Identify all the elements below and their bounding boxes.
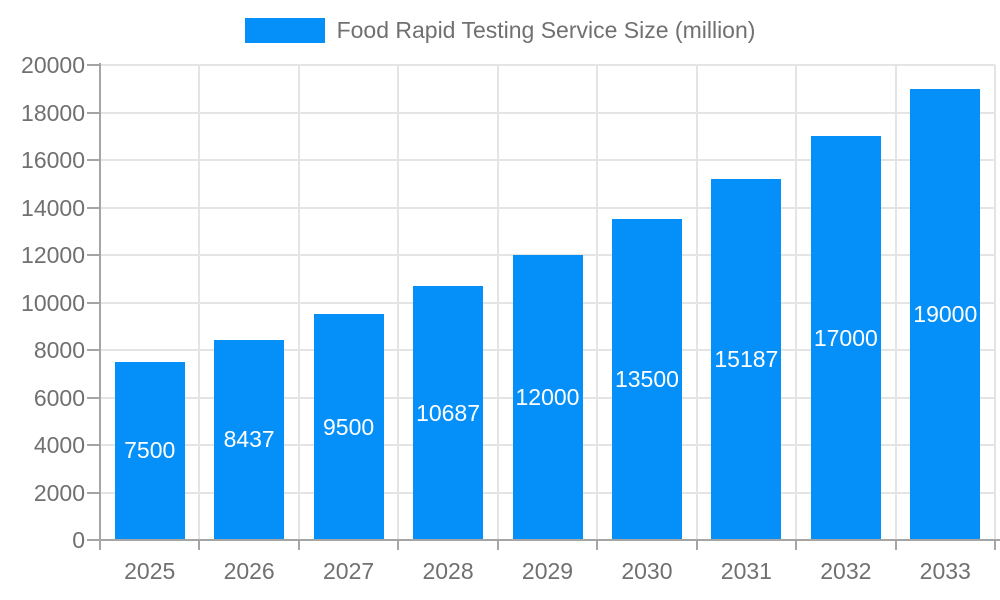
x-tick-label: 2025 (124, 558, 176, 584)
y-axis-line (99, 63, 101, 542)
bar[interactable]: 15187 (711, 179, 782, 540)
x-tick (894, 540, 897, 550)
x-gridline (397, 65, 400, 540)
x-tick (496, 540, 499, 550)
x-tick-label: 2033 (919, 558, 971, 584)
bar[interactable]: 10687 (413, 286, 484, 540)
x-gridline (297, 65, 300, 540)
x-gridline (496, 65, 499, 540)
y-tick-label: 6000 (33, 384, 85, 411)
bar[interactable]: 7500 (114, 361, 185, 540)
x-tick (297, 540, 300, 550)
bar[interactable]: 12000 (512, 255, 583, 540)
legend[interactable]: Food Rapid Testing Service Size (million… (0, 17, 1000, 44)
bar-value-label: 19000 (913, 300, 978, 327)
x-gridline (198, 65, 201, 540)
bar-value-label: 13500 (614, 366, 679, 393)
x-tick-label: 2031 (720, 558, 772, 584)
x-tick-label: 2027 (323, 558, 375, 584)
x-tick-label: 2028 (422, 558, 474, 584)
x-axis-line (98, 539, 1000, 541)
bar-value-label: 7500 (124, 437, 176, 464)
x-tick-label: 2026 (223, 558, 275, 584)
legend-swatch (244, 18, 325, 43)
bar[interactable]: 19000 (910, 88, 981, 540)
bar-value-label: 9500 (323, 413, 375, 440)
y-gridline (100, 206, 995, 209)
y-tick-label: 4000 (33, 432, 85, 458)
y-tick-label: 18000 (21, 99, 85, 126)
x-gridline (894, 65, 897, 540)
y-tick-label: 16000 (21, 147, 85, 173)
bar-value-label: 12000 (515, 384, 580, 410)
y-gridline (100, 159, 995, 161)
bar[interactable]: 13500 (611, 219, 682, 540)
x-tick (795, 540, 798, 550)
y-gridline (100, 64, 995, 66)
x-gridline (596, 65, 599, 540)
bar-value-label: 15187 (714, 346, 779, 373)
x-gridline (695, 65, 698, 540)
plot-area: 7500 8437 9500 10687 12000 13500 15187 17000 190… (100, 64, 996, 540)
y-tick-label: 0 (72, 527, 85, 553)
x-tick (695, 540, 698, 550)
x-tick-label: 2032 (820, 558, 872, 584)
bar[interactable]: 17000 (810, 136, 881, 540)
y-tick-label: 8000 (33, 337, 85, 363)
x-gridline (994, 65, 996, 540)
bar-value-label: 10687 (416, 399, 481, 426)
bar-value-label: 17000 (813, 324, 878, 351)
x-tick (397, 540, 400, 550)
x-tick-label: 2030 (621, 558, 673, 584)
y-tick-label: 20000 (21, 52, 85, 78)
x-tick (198, 540, 201, 550)
x-tick-label: 2029 (521, 558, 574, 584)
y-tick-label: 12000 (21, 242, 85, 268)
x-tick (994, 540, 996, 550)
bar[interactable]: 9500 (313, 314, 384, 540)
y-tick-label: 10000 (21, 289, 85, 316)
x-tick (596, 540, 599, 550)
bar-value-label: 8437 (223, 426, 275, 453)
y-gridline (100, 111, 995, 114)
y-tick-label: 14000 (21, 194, 85, 221)
legend-label: Food Rapid Testing Service Size (million… (336, 17, 756, 43)
bar[interactable]: 8437 (214, 339, 285, 540)
y-tick-label: 2000 (33, 479, 85, 506)
x-gridline (795, 65, 798, 540)
